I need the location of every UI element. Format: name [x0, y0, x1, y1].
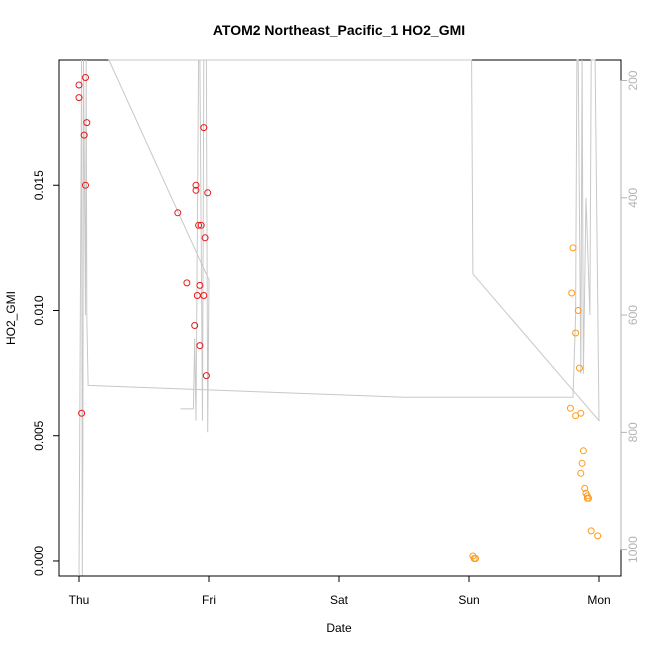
y-tick-label: 0.015	[32, 170, 46, 200]
y2-tick-label: 800	[626, 422, 640, 442]
data-point	[204, 189, 212, 197]
data-point	[568, 289, 576, 297]
y2-tick-label: 1000	[626, 536, 640, 563]
y2-axis: 200 400 600 800 1000	[620, 70, 640, 563]
x-axis: Thu Fri Sat Sun Mon	[69, 575, 611, 607]
data-point	[577, 469, 585, 477]
data-point	[200, 124, 208, 132]
data-point	[191, 322, 199, 329]
data-point	[472, 555, 479, 562]
chart-title: ATOM2 Northeast_Pacific_1 HO2_GMI	[213, 22, 465, 38]
data-point	[75, 94, 83, 102]
data-point	[82, 181, 89, 189]
data-point	[574, 307, 582, 314]
data-point	[200, 292, 208, 299]
x-axis-label: Date	[326, 621, 352, 635]
y2-tick-label: 200	[626, 70, 640, 90]
x-tick-label: Sun	[458, 593, 479, 607]
data-point	[80, 131, 88, 139]
data-point	[577, 409, 585, 417]
y-axis-label: HO2_GMI	[4, 291, 18, 345]
data-point	[78, 409, 86, 417]
y-axis: 0.000 0.005 0.010 0.015	[32, 170, 60, 576]
data-point	[174, 209, 182, 217]
y-tick-label: 0.000	[32, 546, 46, 576]
y2-tick-label: 400	[626, 187, 640, 207]
data-point	[566, 404, 574, 412]
data-point	[576, 364, 583, 372]
data-point	[579, 447, 587, 455]
data-point	[196, 342, 204, 350]
data-point	[572, 329, 580, 337]
data-point	[82, 74, 89, 81]
data-point	[587, 527, 595, 535]
data-point	[192, 181, 200, 189]
altitude-line	[78, 59, 600, 577]
y2-tick-label: 600	[626, 305, 640, 325]
data-point	[197, 221, 205, 229]
y-tick-label: 0.010	[32, 295, 46, 325]
data-point	[83, 119, 91, 127]
x-tick-label: Mon	[587, 593, 610, 607]
data-points	[75, 74, 602, 562]
y-tick-label: 0.005	[32, 420, 46, 450]
data-point	[75, 81, 83, 89]
plot-frame	[58, 59, 622, 577]
x-tick-label: Thu	[69, 593, 90, 607]
altitude-lines	[78, 59, 600, 577]
data-point	[201, 234, 209, 242]
x-tick-label: Fri	[202, 593, 216, 607]
data-point	[578, 459, 586, 467]
data-point	[583, 494, 591, 502]
data-point	[581, 484, 589, 492]
data-point	[196, 281, 204, 289]
data-point	[202, 372, 210, 380]
data-point	[569, 244, 577, 252]
data-point	[195, 221, 203, 229]
data-point	[192, 186, 200, 194]
data-point	[183, 279, 191, 287]
x-tick-label: Sat	[330, 593, 349, 607]
data-point	[594, 532, 602, 540]
